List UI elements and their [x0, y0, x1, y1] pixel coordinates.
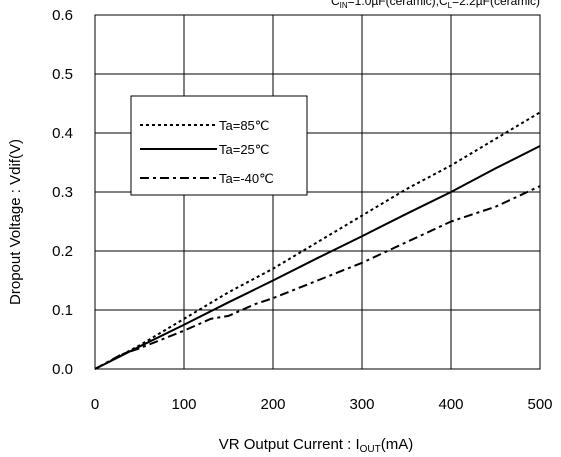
series-line-1 [94, 111, 541, 370]
x-tick-label: 200 [260, 396, 285, 413]
y-tick-label: 0.0 [52, 361, 73, 378]
y-tick-label: 0.6 [52, 7, 73, 24]
plot-frame [94, 14, 541, 370]
legend-label-2: Ta=25℃ [219, 142, 269, 157]
series-line-3 [94, 185, 541, 370]
legend-label-3: Ta=-40℃ [219, 171, 274, 186]
y-tick-label: 0.2 [52, 243, 73, 260]
x-tick-label: 0 [91, 396, 99, 413]
x-tick-label: 100 [171, 396, 196, 413]
x-tick-label: 300 [349, 396, 374, 413]
series-lines [94, 111, 541, 370]
tick-labels: 0 100 200 300 400 500 0.0 0.1 0.2 0.3 0.4 0.5 0.6 [52, 7, 552, 413]
x-tick-label: 500 [527, 396, 552, 413]
series-line-2 [94, 145, 541, 370]
x-tick-label: 400 [438, 396, 463, 413]
y-tick-label: 0.4 [52, 125, 73, 142]
y-axis-title: Dropout Voltage : Vdif(V) [7, 139, 24, 305]
y-tick-label: 0.5 [52, 66, 73, 83]
x-axis-title: VR Output Current : IOUT(mA) [219, 436, 414, 455]
y-tick-label: 0.3 [52, 184, 73, 201]
legend-label-1: Ta=85℃ [219, 118, 269, 133]
y-tick-label: 0.1 [52, 302, 73, 319]
condition-label: CIN=1.0µF(ceramic),CL=2.2µF(ceramic) [331, 0, 540, 10]
legend: Ta=85℃ Ta=25℃ Ta=-40℃ [130, 95, 308, 196]
